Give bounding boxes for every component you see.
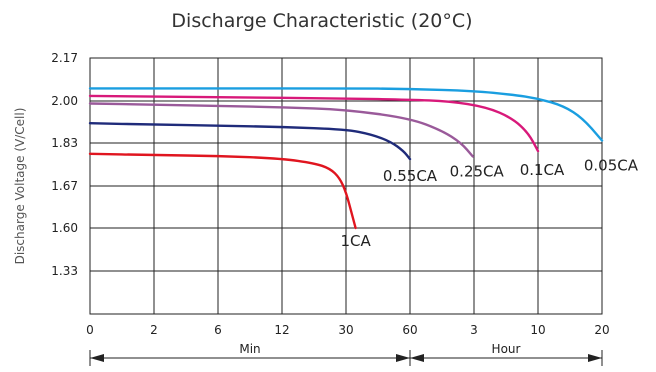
y-tick-labels: 2.17 2.00 1.83 1.67 1.60 1.33 <box>51 51 78 278</box>
x-tick-label: 30 <box>338 323 353 337</box>
chart-title: Discharge Characteristic (20°C) <box>171 10 472 32</box>
x-tick-labels: 0 2 6 12 30 60 3 10 20 <box>86 323 609 337</box>
x-tick-label: 60 <box>402 323 417 337</box>
series-line-0.05CA <box>88 87 604 142</box>
series-label: 0.05CA <box>584 157 639 175</box>
series-line-0.1CA <box>88 94 540 153</box>
series-label: 0.25CA <box>450 162 505 180</box>
x-tick-label: 6 <box>214 323 222 337</box>
y-tick-label: 2.17 <box>51 51 78 65</box>
arrow-left-icon <box>410 354 424 362</box>
x-tick-label: 2 <box>150 323 158 337</box>
unit-label: Min <box>239 342 260 356</box>
series-labels: 1CA 0.55CA 0.25CA 0.1CA 0.05CA <box>340 157 638 250</box>
y-tick-label: 1.83 <box>51 136 78 150</box>
unit-label: Hour <box>492 342 521 356</box>
x-unit-bands: Min Hour <box>89 342 603 366</box>
series-lines <box>88 87 604 230</box>
series-line-0.25CA <box>88 102 474 158</box>
arrow-right-icon <box>396 354 410 362</box>
series-label: 0.1CA <box>520 161 565 179</box>
x-tick-label: 12 <box>274 323 289 337</box>
arrow-left-icon <box>90 354 104 362</box>
series-line-1CA <box>88 152 357 230</box>
plot-grid <box>89 57 603 315</box>
y-axis-label: Discharge Voltage (V/Cell) <box>13 108 27 265</box>
y-tick-label: 1.60 <box>51 221 78 235</box>
x-tick-label: 3 <box>470 323 478 337</box>
x-tick-label: 10 <box>530 323 545 337</box>
y-tick-label: 1.33 <box>51 264 78 278</box>
y-tick-label: 2.00 <box>51 94 78 108</box>
series-line-0.55CA <box>88 122 412 161</box>
y-tick-label: 1.67 <box>51 179 78 193</box>
x-tick-label: 20 <box>594 323 609 337</box>
series-label: 0.55CA <box>383 167 438 185</box>
x-tick-label: 0 <box>86 323 94 337</box>
arrow-right-icon <box>588 354 602 362</box>
series-label: 1CA <box>340 232 371 250</box>
